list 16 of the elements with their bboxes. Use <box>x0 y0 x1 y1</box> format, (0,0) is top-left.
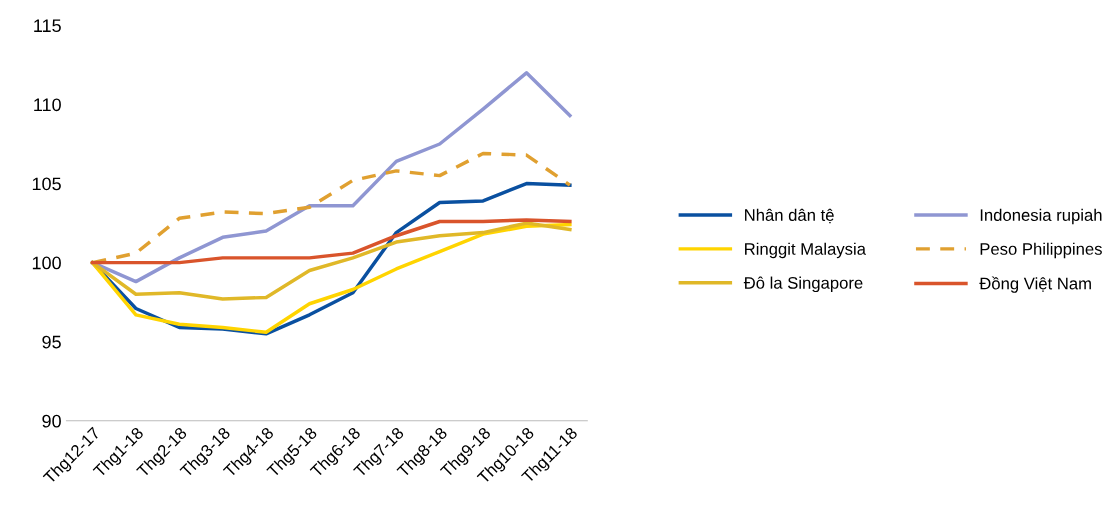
line-series <box>90 71 572 284</box>
line-series <box>90 221 572 301</box>
legend-label: Indonesia rupiah <box>980 208 1102 225</box>
y-tick-label: 115 <box>34 19 61 33</box>
legend-label: Đô la Singapore <box>743 276 863 293</box>
y-tick-label: 100 <box>32 256 61 270</box>
y-tick-label: 95 <box>42 335 61 349</box>
y-tick-label: 105 <box>32 177 61 191</box>
y-tick-label: 110 <box>34 98 61 112</box>
y-tick-label: 90 <box>42 414 61 428</box>
legend-label: Đồng Việt Nam <box>979 276 1091 293</box>
line-series <box>90 218 572 265</box>
legend-label: Peso Philippines <box>980 242 1102 259</box>
legend-label: Ringgit Malaysia <box>745 242 866 259</box>
legend-label: Nhân dân tệ <box>745 208 834 224</box>
line-series <box>90 222 572 334</box>
